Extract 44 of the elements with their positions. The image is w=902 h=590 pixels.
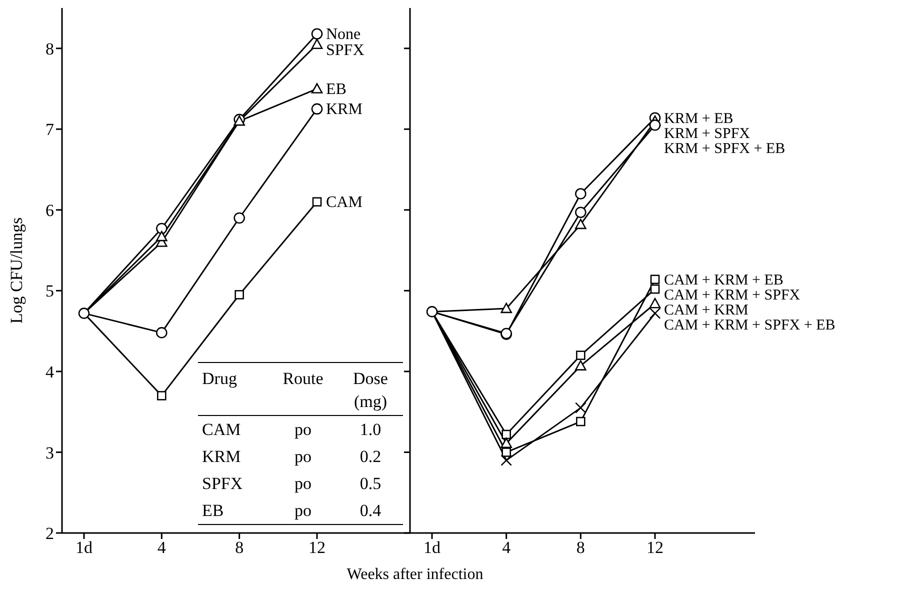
- y-tick-label: 6: [46, 200, 54, 220]
- annotation: po: [294, 446, 312, 468]
- series-label: CAM + KRM: [664, 302, 748, 318]
- series-label: KRM: [326, 100, 362, 118]
- annotation: po: [294, 473, 312, 495]
- series-label: CAM + KRM + SPFX + EB: [664, 317, 836, 334]
- x-tick-label: 8: [235, 538, 244, 558]
- y-axis-title: Log CFU/lungs: [7, 217, 26, 324]
- series-label: KRM + SPFX + EB: [664, 140, 786, 157]
- x-tick-label: 12: [646, 538, 664, 558]
- series-label: KRM + EB: [664, 110, 734, 127]
- series-label: CAM + KRM + EB: [664, 272, 784, 288]
- series-label: CAM: [326, 194, 362, 211]
- x-tick-label: 4: [157, 538, 166, 558]
- annotation: Route: [268, 363, 338, 416]
- y-tick-label: 8: [46, 39, 54, 58]
- annotation: po: [294, 500, 312, 522]
- x-tick-label: 12: [308, 538, 326, 558]
- x-axis-title: Weeks after infection: [346, 566, 484, 584]
- series-label: None: [326, 26, 361, 43]
- annotation: CAM: [201, 419, 242, 441]
- series-label: KRM + SPFX: [664, 126, 750, 142]
- series-label: EB: [326, 80, 346, 98]
- x-tick-label: 4: [502, 538, 512, 558]
- x-tick-label: 1d: [424, 538, 441, 558]
- annotation: 0.5: [358, 473, 382, 495]
- annotation: po: [294, 419, 312, 441]
- y-tick-label: 2: [46, 524, 54, 544]
- y-tick-label: 5: [46, 282, 54, 301]
- annotation: EB: [201, 500, 225, 522]
- annotation: 1.0: [358, 419, 382, 441]
- y-tick-label: 4: [46, 362, 54, 382]
- x-tick-label: 1d: [76, 538, 93, 558]
- annotation: SPFX: [201, 473, 244, 495]
- annotation: 0.2: [358, 446, 382, 468]
- annotation: Drug: [198, 363, 268, 416]
- annotation: KRM: [201, 446, 242, 468]
- y-tick-label: 3: [46, 443, 54, 462]
- y-tick-label: 7: [46, 120, 54, 140]
- series-label: SPFX: [326, 42, 365, 59]
- x-tick-label: 8: [576, 538, 585, 558]
- annotation: 0.4: [358, 500, 382, 522]
- annotation: Dose (mg): [338, 363, 403, 416]
- series-label: CAM + KRM + SPFX: [664, 287, 800, 304]
